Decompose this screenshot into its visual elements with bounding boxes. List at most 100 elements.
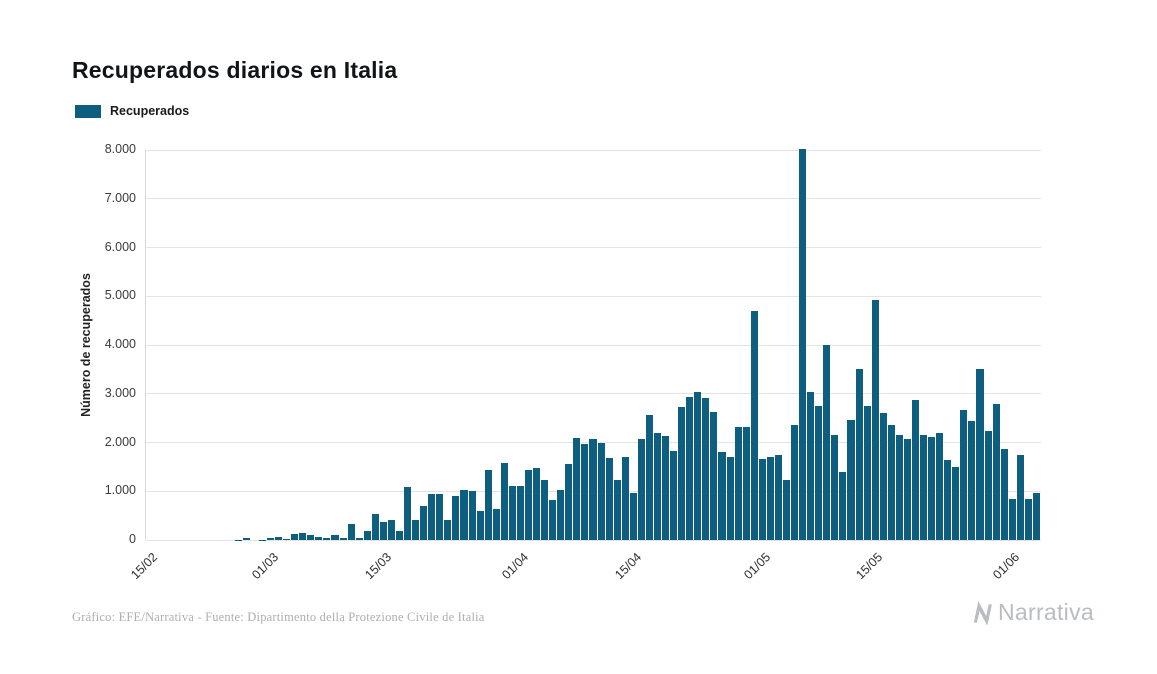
bar [299,533,307,540]
bar [702,397,710,540]
bar [831,434,839,540]
bar [887,424,895,540]
bar [815,406,823,540]
x-tick-label: 01/03 [248,550,281,583]
bar [911,399,920,540]
bar [742,427,750,540]
bar [928,436,936,540]
bar [541,479,549,540]
bar [500,462,508,540]
bar [992,404,1000,540]
bar [920,434,928,540]
bar [484,470,492,540]
bar [404,487,412,540]
bar [613,480,621,540]
bar [266,538,274,540]
bar [460,489,468,540]
bar [371,514,379,540]
bar [734,427,742,540]
bar [774,455,782,540]
x-tick-label: 15/04 [611,550,644,583]
bar [766,457,774,540]
plot-area: 0 1.000 2.000 3.000 4.000 5.000 6.000 7.000 8.00… [105,142,1041,582]
bar [524,470,533,540]
bar [597,443,605,540]
bar [710,412,718,540]
bar [621,457,629,540]
bar [976,369,984,540]
bar [694,392,702,540]
bar [968,420,976,540]
bar [315,536,323,540]
bar [855,369,863,540]
bar [895,435,903,540]
narrativa-logo: Narrativa [972,599,1094,626]
bar [936,433,944,540]
bar [791,425,799,540]
bar [637,439,645,540]
gridline [146,295,1041,297]
bar [444,520,452,540]
y-tick-label: 7.000 [104,190,136,205]
bar [823,344,831,540]
bar [670,451,678,540]
gridline [146,539,1041,541]
bar [291,534,299,540]
bar [331,535,339,540]
bar [944,460,952,540]
bar [339,538,347,540]
bar [557,490,565,540]
x-tick-label: 15/05 [853,550,886,583]
y-tick-label: 0 [129,532,136,546]
bar [871,300,879,540]
gridline [146,344,1041,346]
gridline [146,198,1041,200]
legend-label: Recuperados [110,104,190,118]
bar [750,311,758,540]
bar [395,530,404,540]
bar [476,511,484,540]
bar [653,432,662,540]
bar [758,458,766,540]
y-tick-label: 3.000 [104,385,136,400]
gridline [146,149,1041,151]
bar [726,457,734,540]
x-tick-label: 01/06 [990,550,1023,583]
bar [589,438,597,540]
bar [686,396,694,540]
bar [678,407,686,540]
bar [1024,498,1032,540]
bar [516,485,524,540]
bar [363,531,371,540]
footer-credit: Gráfico: EFE/Narrativa - Fuente: Diparti… [72,610,485,624]
bar [662,436,670,540]
bar [799,149,807,540]
bar [605,458,613,540]
x-tick-label: 01/05 [740,550,773,583]
bar [645,415,653,540]
bar [323,538,331,540]
bar [283,539,291,540]
bar [452,496,460,540]
bar [629,493,637,540]
x-tick-label: 01/04 [498,550,531,583]
bar [492,508,500,540]
y-tick-label: 4.000 [104,337,136,351]
bar [960,409,968,540]
x-tick-label: 15/03 [361,550,394,583]
bar [718,451,726,540]
bar [573,437,581,540]
bar [839,471,847,540]
gridline [146,247,1041,248]
narrativa-logo-text: Narrativa [997,599,1094,625]
bar [952,466,960,540]
bar [581,443,589,540]
bar [847,420,855,540]
bar [307,534,315,540]
bar [1032,493,1040,540]
bar [782,480,791,540]
bar [984,430,992,540]
bar [347,524,355,540]
y-tick-label: 1.000 [104,483,136,498]
y-tick-label: 5.000 [104,288,136,303]
